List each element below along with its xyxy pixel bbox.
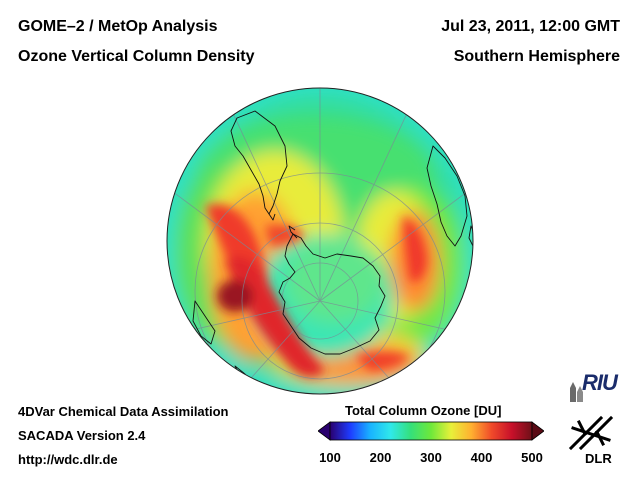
antarctica-coast — [278, 233, 386, 355]
south-america-coast — [230, 110, 288, 215]
dlr-logo-icon — [568, 415, 614, 451]
colorbar-title: Total Column Ozone [DU] — [345, 403, 502, 418]
africa-coast — [426, 145, 468, 247]
footer-link[interactable]: http://wdc.dlr.de — [18, 452, 118, 467]
riu-logo-icon — [570, 382, 583, 402]
globe-rim — [166, 87, 474, 395]
colorbar-low-arrow — [318, 421, 331, 441]
ozone-maxima — [205, 204, 427, 377]
date-label: Jul 23, 2011, 12:00 GMT — [441, 18, 620, 35]
riu-logo-text: RIU — [582, 370, 618, 395]
title-line-2: Ozone Vertical Column Density — [18, 48, 255, 65]
colorbar-tick: 200 — [369, 450, 392, 465]
colorbar-gradient — [329, 421, 533, 441]
colorbar-tick: 100 — [319, 450, 341, 465]
region-label: Southern Hemisphere — [453, 48, 620, 65]
title-line-1: GOME–2 / MetOp Analysis — [18, 18, 218, 35]
colorbar-tick: 500 — [521, 450, 543, 465]
colorbar — [318, 421, 544, 441]
footer-line-1: 4DVar Chemical Data Assimilation — [18, 404, 229, 419]
colorbar-high-arrow — [531, 421, 544, 441]
footer-line-2: SACADA Version 2.4 — [18, 428, 146, 443]
australia-coast — [192, 300, 216, 345]
ozone-globe-map — [166, 87, 474, 395]
dlr-logo-text: DLR — [585, 451, 612, 466]
colorbar-tick: 300 — [420, 450, 442, 465]
colorbar-tick: 400 — [470, 450, 493, 465]
